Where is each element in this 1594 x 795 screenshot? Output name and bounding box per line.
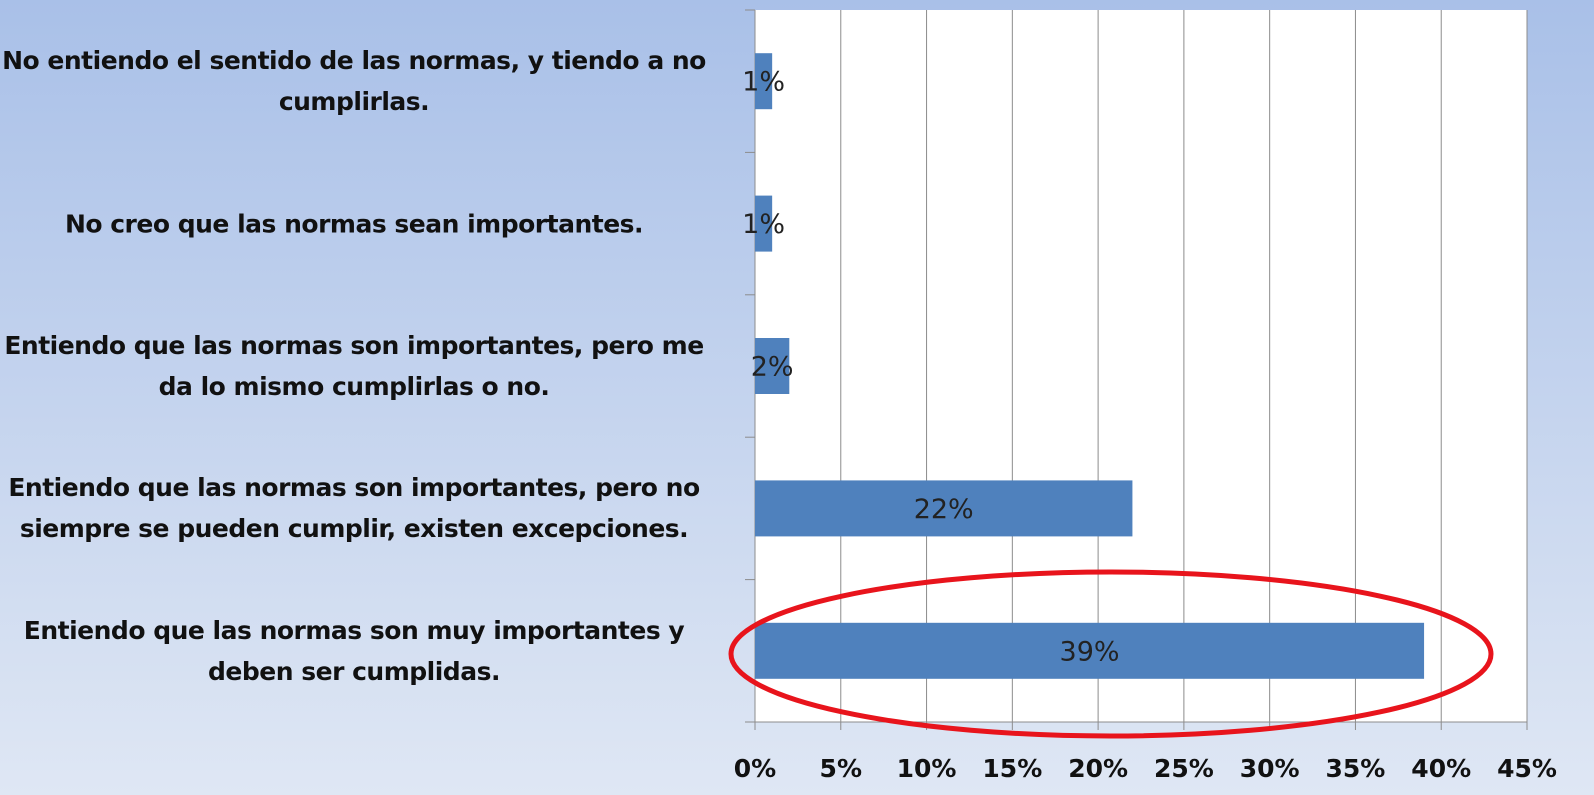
x-tick-label: 20% bbox=[1068, 754, 1128, 783]
x-tick-label: 30% bbox=[1240, 754, 1300, 783]
bar bbox=[755, 195, 773, 252]
y-tick-label: No entiendo el sentido de las normas, y … bbox=[2, 46, 706, 117]
x-tick-label: 35% bbox=[1326, 754, 1386, 783]
x-tick-label: 15% bbox=[982, 754, 1042, 783]
x-tick-label: 25% bbox=[1154, 754, 1214, 783]
bar bbox=[755, 53, 773, 110]
bar bbox=[755, 480, 1133, 537]
data-label: 1% bbox=[742, 67, 785, 98]
y-tick-label: Entiendo que las normas son importantes,… bbox=[8, 473, 700, 544]
x-tick-label: 10% bbox=[897, 754, 957, 783]
data-label: 1% bbox=[742, 209, 785, 240]
x-tick-label: 45% bbox=[1497, 754, 1557, 783]
data-label: 2% bbox=[751, 352, 794, 383]
x-tick-label: 0% bbox=[734, 754, 776, 783]
plot-area bbox=[755, 10, 1527, 722]
x-tick-label: 5% bbox=[820, 754, 862, 783]
x-tick-label: 40% bbox=[1411, 754, 1471, 783]
data-label: 39% bbox=[1060, 636, 1120, 667]
data-label: 22% bbox=[914, 494, 974, 525]
bar bbox=[755, 338, 790, 394]
y-tick-label: Entiendo que las normas son muy importan… bbox=[23, 615, 685, 686]
y-tick-label: Entiendo que las normas son importantes,… bbox=[4, 331, 704, 401]
y-tick-label: No creo que las normas sean importantes. bbox=[64, 209, 644, 239]
bar bbox=[755, 622, 1425, 679]
highlight-ellipse bbox=[728, 569, 1494, 739]
